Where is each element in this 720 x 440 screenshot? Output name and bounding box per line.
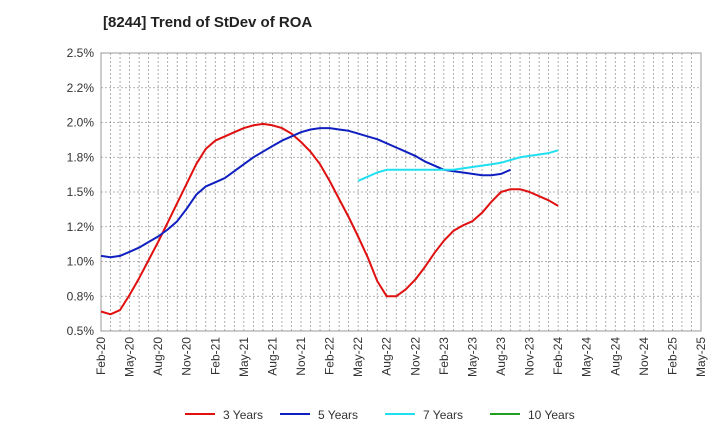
y-tick-label: 1.5% (67, 185, 95, 199)
legend: 3 Years 5 Years 7 Years 10 Years (185, 408, 575, 422)
series-line (100, 122, 559, 316)
x-tick-label: Aug-20 (151, 337, 165, 376)
x-tick-label: Feb-21 (208, 337, 222, 375)
chart-title: [8244] Trend of StDev of ROA (103, 14, 313, 31)
x-tick-label: Nov-24 (637, 337, 651, 376)
x-tick-label: Nov-23 (523, 337, 537, 376)
y-tick-label: 1.2% (67, 220, 95, 234)
x-tick-label: Feb-22 (323, 337, 337, 375)
x-tick-label: May-22 (351, 337, 365, 377)
x-tick-label: May-24 (580, 337, 594, 377)
x-tick-label: Feb-23 (437, 337, 451, 375)
y-axis: 0.5% 0.8% 1.0% 1.2% 1.5% 1.8% 2.0% 2.2% 2.5% (67, 46, 95, 338)
x-tick-label: Aug-23 (494, 337, 508, 376)
y-tick-label: 0.8% (67, 289, 95, 303)
x-tick-label: Feb-25 (665, 337, 679, 375)
y-tick-label: 2.0% (67, 116, 95, 130)
x-tick-label: May-21 (237, 337, 251, 377)
x-axis: Feb-20 May-20 Aug-20 Nov-20 Feb-21 May-21 Aug-… (94, 337, 708, 377)
x-tick-label: Feb-20 (94, 337, 108, 375)
x-tick-label: Nov-21 (294, 337, 308, 376)
series-lines (100, 122, 559, 316)
legend-label: 10 Years (528, 408, 575, 422)
y-tick-label: 1.0% (67, 255, 95, 269)
x-tick-label: Aug-24 (608, 337, 622, 376)
y-tick-label: 1.8% (67, 150, 95, 164)
x-tick-label: May-23 (465, 337, 479, 377)
x-tick-label: May-20 (123, 337, 137, 377)
legend-label: 7 Years (423, 408, 463, 422)
x-tick-label: Feb-24 (551, 337, 565, 375)
legend-label: 3 Years (223, 408, 263, 422)
series-line (357, 149, 559, 182)
x-tick-label: Aug-22 (380, 337, 394, 376)
y-tick-label: 0.5% (67, 324, 95, 338)
y-tick-label: 2.2% (67, 81, 95, 95)
x-tick-label: Aug-21 (265, 337, 279, 376)
legend-label: 5 Years (318, 408, 358, 422)
x-tick-label: Nov-22 (408, 337, 422, 376)
x-tick-label: May-25 (694, 337, 708, 377)
y-tick-label: 2.5% (67, 46, 95, 60)
x-tick-label: Nov-20 (180, 337, 194, 376)
